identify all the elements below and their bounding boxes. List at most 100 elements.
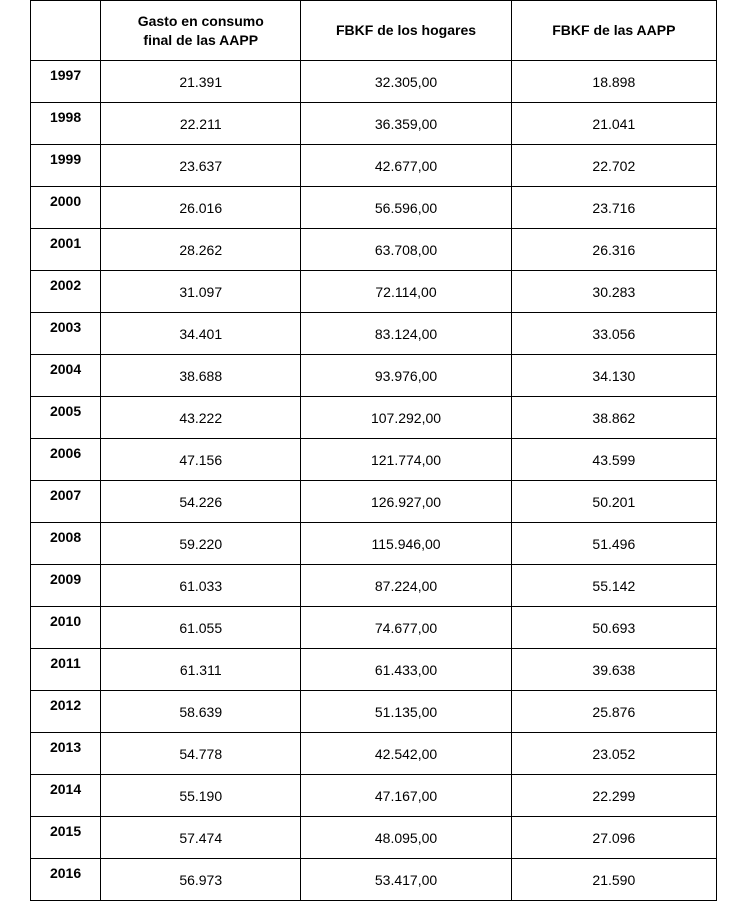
value-cell: 43.222 (101, 397, 301, 439)
value-cell: 115.946,00 (301, 523, 511, 565)
value-cell: 26.016 (101, 187, 301, 229)
value-cell: 27.096 (511, 817, 716, 859)
table-body: 199721.39132.305,0018.898199822.21136.35… (31, 61, 717, 901)
header-blank (31, 1, 101, 61)
year-cell: 2011 (31, 649, 101, 691)
value-cell: 22.211 (101, 103, 301, 145)
value-cell: 61.033 (101, 565, 301, 607)
value-cell: 54.778 (101, 733, 301, 775)
value-cell: 42.677,00 (301, 145, 511, 187)
value-cell: 55.190 (101, 775, 301, 817)
value-cell: 48.095,00 (301, 817, 511, 859)
year-cell: 2014 (31, 775, 101, 817)
year-cell: 2001 (31, 229, 101, 271)
value-cell: 42.542,00 (301, 733, 511, 775)
table-row: 199923.63742.677,0022.702 (31, 145, 717, 187)
value-cell: 38.688 (101, 355, 301, 397)
year-cell: 2005 (31, 397, 101, 439)
value-cell: 51.496 (511, 523, 716, 565)
year-cell: 2000 (31, 187, 101, 229)
year-cell: 2013 (31, 733, 101, 775)
table-row: 201557.47448.095,0027.096 (31, 817, 717, 859)
value-cell: 32.305,00 (301, 61, 511, 103)
year-cell: 2008 (31, 523, 101, 565)
value-cell: 36.359,00 (301, 103, 511, 145)
value-cell: 83.124,00 (301, 313, 511, 355)
value-cell: 53.417,00 (301, 859, 511, 901)
year-cell: 2002 (31, 271, 101, 313)
table-row: 200438.68893.976,0034.130 (31, 355, 717, 397)
header-col-1-line1: Gasto en consumo (138, 13, 264, 29)
table-row: 201258.63951.135,0025.876 (31, 691, 717, 733)
table-header: Gasto en consumo final de las AAPP FBKF … (31, 1, 717, 61)
value-cell: 50.201 (511, 481, 716, 523)
value-cell: 21.041 (511, 103, 716, 145)
table-row: 200231.09772.114,0030.283 (31, 271, 717, 313)
value-cell: 61.433,00 (301, 649, 511, 691)
value-cell: 51.135,00 (301, 691, 511, 733)
table-row: 199721.39132.305,0018.898 (31, 61, 717, 103)
value-cell: 26.316 (511, 229, 716, 271)
table-row: 200754.226126.927,0050.201 (31, 481, 717, 523)
value-cell: 39.638 (511, 649, 716, 691)
year-cell: 2003 (31, 313, 101, 355)
year-cell: 2016 (31, 859, 101, 901)
year-cell: 1999 (31, 145, 101, 187)
table-row: 201656.97353.417,0021.590 (31, 859, 717, 901)
value-cell: 87.224,00 (301, 565, 511, 607)
year-cell: 1998 (31, 103, 101, 145)
value-cell: 28.262 (101, 229, 301, 271)
data-table: Gasto en consumo final de las AAPP FBKF … (30, 0, 717, 901)
table-row: 200334.40183.124,0033.056 (31, 313, 717, 355)
value-cell: 50.693 (511, 607, 716, 649)
value-cell: 23.716 (511, 187, 716, 229)
value-cell: 59.220 (101, 523, 301, 565)
value-cell: 121.774,00 (301, 439, 511, 481)
table-row: 201061.05574.677,0050.693 (31, 607, 717, 649)
value-cell: 126.927,00 (301, 481, 511, 523)
value-cell: 33.056 (511, 313, 716, 355)
value-cell: 57.474 (101, 817, 301, 859)
table-row: 201455.19047.167,0022.299 (31, 775, 717, 817)
value-cell: 56.973 (101, 859, 301, 901)
value-cell: 61.055 (101, 607, 301, 649)
value-cell: 31.097 (101, 271, 301, 313)
table-row: 200128.26263.708,0026.316 (31, 229, 717, 271)
page-wrap: Gasto en consumo final de las AAPP FBKF … (0, 0, 735, 911)
year-cell: 2004 (31, 355, 101, 397)
value-cell: 107.292,00 (301, 397, 511, 439)
value-cell: 61.311 (101, 649, 301, 691)
value-cell: 47.156 (101, 439, 301, 481)
value-cell: 21.590 (511, 859, 716, 901)
value-cell: 58.639 (101, 691, 301, 733)
table-row: 200859.220115.946,0051.496 (31, 523, 717, 565)
value-cell: 43.599 (511, 439, 716, 481)
table-row: 200026.01656.596,0023.716 (31, 187, 717, 229)
value-cell: 23.052 (511, 733, 716, 775)
table-row: 201161.31161.433,0039.638 (31, 649, 717, 691)
header-col-3: FBKF de las AAPP (511, 1, 716, 61)
table-row: 200543.222107.292,0038.862 (31, 397, 717, 439)
value-cell: 56.596,00 (301, 187, 511, 229)
value-cell: 22.702 (511, 145, 716, 187)
value-cell: 34.401 (101, 313, 301, 355)
value-cell: 47.167,00 (301, 775, 511, 817)
value-cell: 30.283 (511, 271, 716, 313)
value-cell: 74.677,00 (301, 607, 511, 649)
table-row: 200961.03387.224,0055.142 (31, 565, 717, 607)
year-cell: 2010 (31, 607, 101, 649)
table-row: 201354.77842.542,0023.052 (31, 733, 717, 775)
value-cell: 18.898 (511, 61, 716, 103)
year-cell: 2015 (31, 817, 101, 859)
year-cell: 2006 (31, 439, 101, 481)
value-cell: 93.976,00 (301, 355, 511, 397)
value-cell: 34.130 (511, 355, 716, 397)
value-cell: 25.876 (511, 691, 716, 733)
value-cell: 22.299 (511, 775, 716, 817)
value-cell: 55.142 (511, 565, 716, 607)
header-col-1: Gasto en consumo final de las AAPP (101, 1, 301, 61)
table-row: 200647.156121.774,0043.599 (31, 439, 717, 481)
year-cell: 2007 (31, 481, 101, 523)
header-col-1-line2: final de las AAPP (143, 32, 258, 48)
value-cell: 54.226 (101, 481, 301, 523)
